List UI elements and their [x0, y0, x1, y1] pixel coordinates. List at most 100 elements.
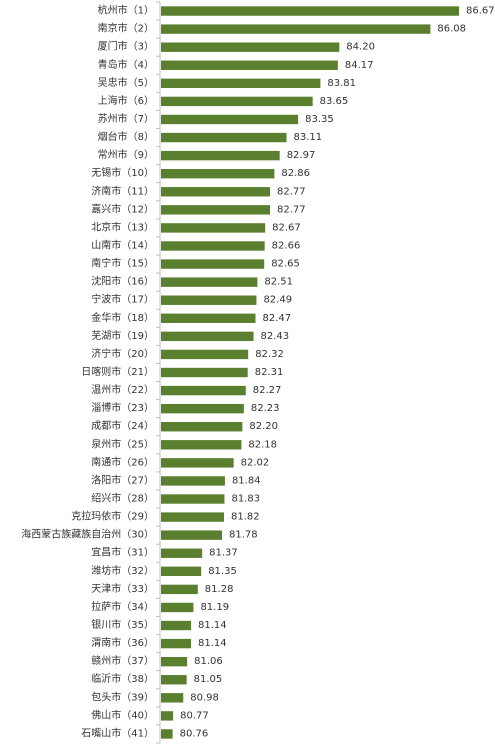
data-label: 82.51 [264, 277, 293, 288]
category-label: 赣州市（37） [91, 654, 154, 667]
data-label: 83.11 [293, 132, 322, 143]
bar [161, 693, 184, 703]
category-label: 南京市（2） [98, 22, 154, 35]
category-label: 温州市（22） [91, 383, 154, 396]
data-label: 84.17 [345, 60, 374, 71]
bar [161, 132, 287, 143]
bar [161, 530, 223, 540]
bar [161, 277, 258, 287]
bar [161, 259, 265, 269]
bar [161, 548, 203, 558]
category-label: 苏州市（7） [98, 112, 154, 125]
data-label: 81.82 [231, 512, 260, 523]
bar [161, 241, 265, 251]
bar [161, 114, 299, 125]
category-label: 山南市（14） [91, 238, 154, 251]
data-label: 82.49 [263, 295, 292, 306]
data-label: 82.23 [251, 403, 280, 414]
category-label: 拉萨市（34） [91, 600, 154, 613]
bar [161, 566, 202, 577]
category-label: 银川市（35） [91, 618, 154, 631]
bar [161, 494, 225, 504]
category-label: 沈阳市（16） [91, 275, 154, 288]
bar [161, 476, 225, 486]
data-label: 80.77 [180, 710, 209, 721]
data-label: 82.31 [255, 367, 284, 378]
bar [161, 205, 271, 215]
data-label: 81.35 [208, 566, 237, 577]
category-label: 济宁市（20） [91, 347, 154, 360]
bar [161, 711, 174, 721]
category-label: 吴忠市（5） [98, 76, 154, 89]
category-label: 杭州市（1） [98, 4, 154, 17]
bar [161, 24, 431, 34]
category-label: 海西蒙古族藏族自治州（30） [21, 528, 154, 541]
bar [161, 150, 280, 161]
category-label: 烟台市（8） [98, 130, 154, 143]
category-label: 北京市（13） [91, 220, 154, 233]
data-label: 82.86 [281, 168, 310, 179]
bar [161, 656, 188, 667]
category-label: 济南市（11） [91, 184, 154, 197]
bar [161, 168, 275, 179]
data-label: 82.27 [253, 385, 282, 396]
data-label: 81.05 [194, 674, 223, 685]
data-label: 84.20 [346, 42, 375, 53]
category-labels: 杭州市（1） 南京市（2） 厦门市（3） 青岛市（4） 吴忠市（5） 上海市（6） 苏州市（… [21, 4, 154, 740]
bar [161, 6, 460, 16]
category-label: 泉州市（25） [91, 437, 154, 450]
category-label: 无锡市（10） [91, 166, 154, 179]
bar [161, 458, 234, 468]
bar [161, 187, 271, 197]
bar [161, 42, 340, 52]
bar [161, 675, 187, 685]
bar [161, 512, 224, 522]
data-label: 83.35 [305, 114, 334, 125]
bar [161, 313, 256, 323]
data-label: 83.65 [320, 96, 349, 107]
data-label: 82.02 [241, 457, 270, 468]
data-label: 82.67 [272, 222, 301, 233]
category-label: 常州市（9） [98, 148, 154, 161]
data-label: 82.77 [277, 186, 306, 197]
data-label: 82.43 [261, 331, 290, 342]
data-label: 80.76 [180, 728, 209, 739]
bar [161, 367, 248, 378]
data-label: 82.65 [271, 259, 300, 270]
category-label: 上海市（6） [98, 94, 154, 107]
bar [161, 331, 254, 342]
data-label: 81.19 [200, 602, 229, 613]
bar [161, 295, 257, 305]
bar [161, 349, 249, 360]
data-label: 82.20 [249, 421, 278, 432]
bar [161, 620, 192, 631]
bar [161, 60, 338, 70]
data-label: 82.18 [248, 439, 277, 450]
bar [161, 223, 266, 233]
category-label: 宜昌市（31） [91, 546, 154, 559]
category-label: 金华市（18） [91, 311, 154, 324]
data-label: 83.81 [327, 78, 356, 89]
category-label: 佛山市（40） [91, 708, 154, 721]
data-label: 86.67 [466, 6, 495, 17]
data-label: 81.14 [198, 638, 227, 649]
data-label: 82.32 [255, 349, 284, 360]
bar [161, 403, 244, 414]
category-label: 厦门市（3） [98, 40, 154, 53]
data-label: 81.83 [231, 494, 260, 505]
data-label: 81.06 [194, 656, 223, 667]
data-label: 81.37 [209, 548, 238, 559]
category-label: 临沂市（38） [91, 672, 154, 685]
data-label: 86.08 [437, 24, 466, 35]
data-label: 82.66 [272, 240, 301, 251]
bar [161, 78, 321, 89]
data-label: 81.84 [232, 475, 261, 486]
data-label: 82.77 [277, 204, 306, 215]
bar [161, 584, 198, 595]
bar [161, 385, 246, 396]
category-label: 南宁市（15） [91, 257, 154, 270]
category-label: 渭南市（36） [91, 636, 154, 649]
category-label: 淄博市（23） [91, 401, 154, 414]
category-label: 芜湖市（19） [91, 329, 154, 342]
